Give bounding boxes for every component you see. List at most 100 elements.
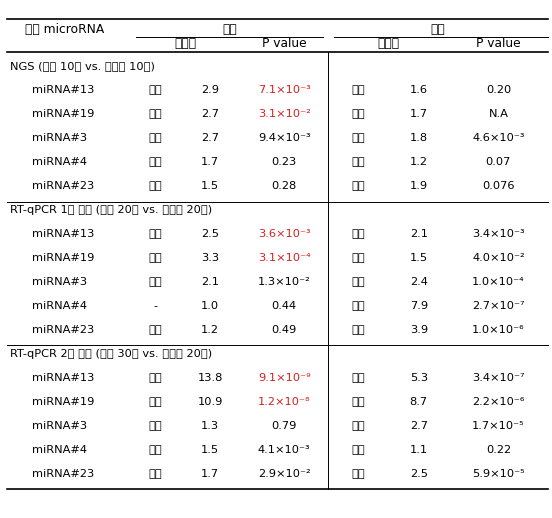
Text: 2.7: 2.7 (410, 421, 428, 431)
Text: 1.0×10⁻⁶: 1.0×10⁻⁶ (472, 325, 525, 335)
Text: 증가: 증가 (148, 445, 162, 455)
Text: 1.8: 1.8 (410, 133, 428, 143)
Text: 3.4×10⁻³: 3.4×10⁻³ (472, 229, 525, 239)
Text: 증가: 증가 (352, 157, 365, 167)
Text: -: - (153, 301, 157, 311)
Text: 2.9×10⁻²: 2.9×10⁻² (258, 469, 311, 479)
Text: 3.1×10⁻⁴: 3.1×10⁻⁴ (258, 253, 311, 263)
Text: RT-qPCR 2차 검증 (통증 30명 vs. 건강인 20명): RT-qPCR 2차 검증 (통증 30명 vs. 건강인 20명) (9, 349, 212, 359)
Text: 증가: 증가 (352, 229, 365, 239)
Text: 1.2×10⁻⁸: 1.2×10⁻⁸ (258, 397, 310, 407)
Text: 3.1×10⁻²: 3.1×10⁻² (258, 109, 311, 119)
Text: miRNA#3: miRNA#3 (31, 133, 87, 143)
Text: miRNA#19: miRNA#19 (31, 109, 94, 119)
Text: 1.1: 1.1 (410, 445, 428, 455)
Text: 감소: 감소 (352, 397, 365, 407)
Text: 증가: 증가 (352, 85, 365, 95)
Text: 0.44: 0.44 (272, 301, 297, 311)
Text: 4.6×10⁻³: 4.6×10⁻³ (472, 133, 525, 143)
Text: 남성: 남성 (431, 23, 445, 36)
Text: 4.1×10⁻³: 4.1×10⁻³ (258, 445, 311, 455)
Text: 증감비: 증감비 (174, 37, 197, 50)
Text: 감소: 감소 (352, 445, 365, 455)
Text: 증가: 증가 (352, 325, 365, 335)
Text: 감소: 감소 (148, 373, 162, 383)
Text: 3.3: 3.3 (201, 253, 219, 263)
Text: 1.5: 1.5 (201, 445, 219, 455)
Text: 0.20: 0.20 (486, 85, 511, 95)
Text: 0.076: 0.076 (482, 181, 514, 191)
Text: 증가: 증가 (148, 325, 162, 335)
Text: 9.4×10⁻³: 9.4×10⁻³ (258, 133, 311, 143)
Text: 증감비: 증감비 (378, 37, 400, 50)
Text: 2.5: 2.5 (410, 469, 428, 479)
Text: 9.1×10⁻⁹: 9.1×10⁻⁹ (258, 373, 311, 383)
Text: miRNA#4: miRNA#4 (31, 301, 87, 311)
Text: 증가: 증가 (148, 421, 162, 431)
Text: 3.6×10⁻³: 3.6×10⁻³ (258, 229, 311, 239)
Text: NGS (통증 10명 vs. 건강인 10명): NGS (통증 10명 vs. 건강인 10명) (9, 61, 155, 71)
Text: miRNA#3: miRNA#3 (31, 421, 87, 431)
Text: 1.5: 1.5 (201, 181, 219, 191)
Text: 2.7: 2.7 (201, 109, 219, 119)
Text: 0.23: 0.23 (272, 157, 297, 167)
Text: 2.5: 2.5 (201, 229, 219, 239)
Text: 5.9×10⁻⁵: 5.9×10⁻⁵ (472, 469, 525, 479)
Text: 감소: 감소 (352, 181, 365, 191)
Text: 1.6: 1.6 (410, 85, 428, 95)
Text: 1.0: 1.0 (201, 301, 219, 311)
Text: P value: P value (262, 37, 306, 50)
Text: 0.49: 0.49 (272, 325, 297, 335)
Text: 감소: 감소 (148, 133, 162, 143)
Text: 여성: 여성 (222, 23, 237, 36)
Text: N.A: N.A (489, 109, 508, 119)
Text: 감소: 감소 (352, 469, 365, 479)
Text: 통증 microRNA: 통증 microRNA (25, 23, 104, 36)
Text: 증가: 증가 (352, 253, 365, 263)
Text: 증가: 증가 (148, 157, 162, 167)
Text: miRNA#19: miRNA#19 (31, 253, 94, 263)
Text: 8.7: 8.7 (410, 397, 428, 407)
Text: 1.7: 1.7 (201, 469, 219, 479)
Text: 감소: 감소 (148, 109, 162, 119)
Text: RT-qPCR 1차 검증 (통증 20명 vs. 건강인 20명): RT-qPCR 1차 검증 (통증 20명 vs. 건강인 20명) (9, 205, 212, 215)
Text: 감소: 감소 (148, 277, 162, 287)
Text: 2.7: 2.7 (201, 133, 219, 143)
Text: 2.1: 2.1 (201, 277, 219, 287)
Text: 감소: 감소 (148, 229, 162, 239)
Text: 감소: 감소 (148, 85, 162, 95)
Text: miRNA#4: miRNA#4 (31, 157, 87, 167)
Text: 13.8: 13.8 (198, 373, 223, 383)
Text: miRNA#23: miRNA#23 (31, 469, 94, 479)
Text: 3.4×10⁻⁷: 3.4×10⁻⁷ (472, 373, 525, 383)
Text: 2.9: 2.9 (201, 85, 219, 95)
Text: 5.3: 5.3 (410, 373, 428, 383)
Text: 감소: 감소 (352, 421, 365, 431)
Text: 0.28: 0.28 (272, 181, 297, 191)
Text: 감소: 감소 (148, 181, 162, 191)
Text: 감소: 감소 (148, 397, 162, 407)
Text: miRNA#23: miRNA#23 (31, 181, 94, 191)
Text: miRNA#3: miRNA#3 (31, 277, 87, 287)
Text: 0.07: 0.07 (486, 157, 511, 167)
Text: 10.9: 10.9 (198, 397, 223, 407)
Text: 1.9: 1.9 (410, 181, 428, 191)
Text: 1.3×10⁻²: 1.3×10⁻² (258, 277, 311, 287)
Text: 증가: 증가 (352, 301, 365, 311)
Text: 0.22: 0.22 (486, 445, 511, 455)
Text: miRNA#13: miRNA#13 (31, 85, 94, 95)
Text: 1.0×10⁻⁴: 1.0×10⁻⁴ (472, 277, 525, 287)
Text: 감소: 감소 (148, 469, 162, 479)
Text: 7.1×10⁻³: 7.1×10⁻³ (258, 85, 311, 95)
Text: 1.5: 1.5 (410, 253, 428, 263)
Text: miRNA#23: miRNA#23 (31, 325, 94, 335)
Text: 1.7×10⁻⁵: 1.7×10⁻⁵ (472, 421, 525, 431)
Text: 2.7×10⁻⁷: 2.7×10⁻⁷ (472, 301, 525, 311)
Text: 2.4: 2.4 (410, 277, 428, 287)
Text: 4.0×10⁻²: 4.0×10⁻² (472, 253, 525, 263)
Text: 증가: 증가 (352, 277, 365, 287)
Text: 감소: 감소 (352, 373, 365, 383)
Text: 7.9: 7.9 (410, 301, 428, 311)
Text: miRNA#13: miRNA#13 (31, 229, 94, 239)
Text: 1.3: 1.3 (201, 421, 219, 431)
